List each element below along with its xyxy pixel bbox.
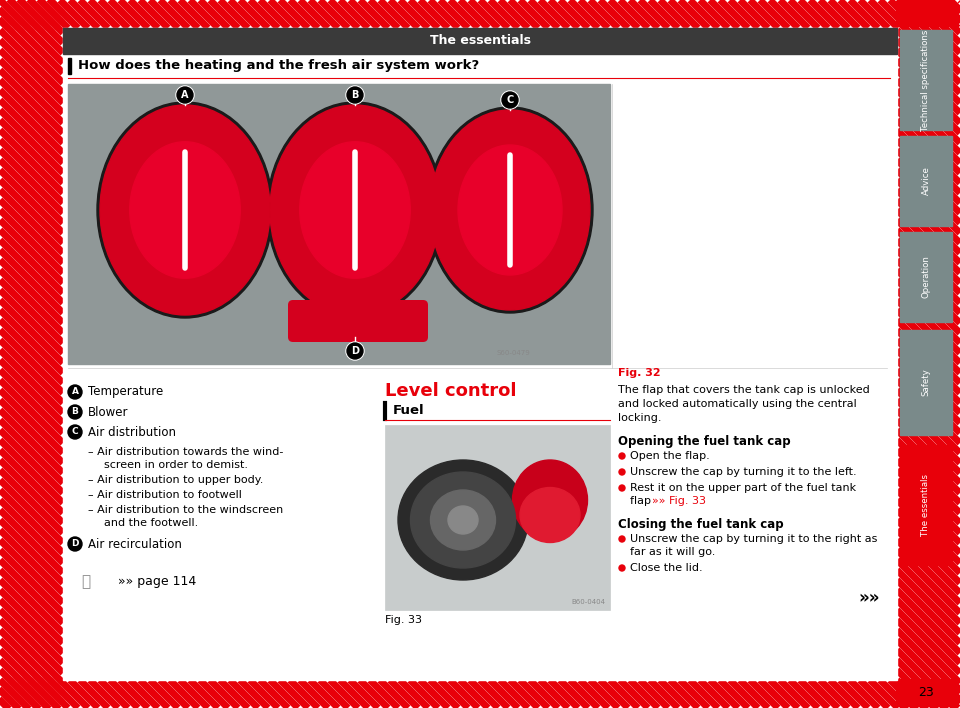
Ellipse shape [100,105,270,315]
Text: Close the lid.: Close the lid. [630,563,703,573]
Text: S60-0479: S60-0479 [496,350,530,356]
Text: C: C [72,428,79,437]
Text: How does the heating and the fresh air system work?: How does the heating and the fresh air s… [78,59,479,72]
Text: The essentials: The essentials [429,35,531,47]
Circle shape [619,536,625,542]
Text: 📖: 📖 [82,574,90,590]
Ellipse shape [458,145,562,275]
Bar [68,563,268,601]
Text: »» page 114: »» page 114 [118,576,196,588]
Circle shape [346,342,364,360]
Text: »» Fig. 33: »» Fig. 33 [653,496,707,506]
Circle shape [68,385,82,399]
Ellipse shape [300,142,410,278]
Text: and locked automatically using the central: and locked automatically using the centr… [618,399,856,409]
Circle shape [177,87,193,103]
Circle shape [619,565,625,571]
Text: Level control: Level control [385,382,516,400]
Text: The flap that covers the tank cap is unlocked: The flap that covers the tank cap is unl… [618,385,870,395]
Circle shape [347,343,363,359]
Circle shape [619,469,625,475]
Text: Unscrew the cap by turning it to the right as: Unscrew the cap by turning it to the rig… [630,534,877,544]
Bar [900,136,952,226]
Text: and the footwell.: and the footwell. [104,518,199,528]
Bar [63,28,897,680]
Text: Technical specifications: Technical specifications [922,29,930,131]
Ellipse shape [513,460,588,540]
Bar [900,30,952,130]
Ellipse shape [427,107,593,313]
Text: locking.: locking. [618,413,661,423]
Text: A: A [71,387,79,396]
Text: »»: »» [858,589,880,607]
Text: Operation: Operation [922,256,930,299]
Text: Air distribution: Air distribution [88,426,176,438]
Ellipse shape [520,488,580,542]
Bar [68,58,71,74]
Ellipse shape [430,490,495,550]
Text: – Air distribution to the windscreen: – Air distribution to the windscreen [88,505,283,515]
Ellipse shape [130,142,240,278]
Text: Safety: Safety [922,368,930,396]
Text: flap: flap [630,496,655,506]
Circle shape [619,453,625,459]
Bar [385,425,610,610]
Text: – Air distribution to upper body.: – Air distribution to upper body. [88,475,263,485]
Text: far as it will go.: far as it will go. [630,547,715,557]
Bar [900,330,952,435]
Bar [63,28,897,54]
Text: Advice: Advice [922,166,930,195]
Ellipse shape [448,506,478,534]
Text: Air recirculation: Air recirculation [88,537,181,551]
Text: B: B [72,408,79,416]
Bar [900,445,952,565]
Ellipse shape [97,102,273,318]
Text: 23: 23 [918,685,934,699]
Text: Fig. 32: Fig. 32 [618,368,660,378]
Circle shape [501,91,519,109]
Ellipse shape [398,460,528,580]
Bar [68,84,610,364]
Text: Fig. 33: Fig. 33 [385,615,422,625]
Circle shape [347,87,363,103]
Circle shape [68,537,82,551]
Circle shape [502,92,518,108]
Text: B: B [351,90,359,100]
Circle shape [619,485,625,491]
Text: A: A [181,90,189,100]
Bar [612,84,887,368]
Text: Open the flap.: Open the flap. [630,451,709,461]
Text: Temperature: Temperature [88,385,163,399]
Ellipse shape [267,102,443,318]
Text: The essentials: The essentials [922,474,930,536]
Circle shape [68,425,82,439]
Text: – Air distribution towards the wind-: – Air distribution towards the wind- [88,447,283,457]
Text: C: C [506,95,514,105]
Text: D: D [351,346,359,356]
Text: Rest it on the upper part of the fuel tank: Rest it on the upper part of the fuel ta… [630,483,856,493]
Circle shape [68,405,82,419]
Ellipse shape [430,110,590,310]
Circle shape [346,86,364,104]
Text: Opening the fuel tank cap: Opening the fuel tank cap [618,435,791,448]
Circle shape [176,86,194,104]
Bar [900,232,952,322]
Text: – Air distribution to footwell: – Air distribution to footwell [88,490,242,500]
Text: D: D [71,539,79,549]
Text: Blower: Blower [88,406,129,418]
Text: Unscrew the cap by turning it to the left.: Unscrew the cap by turning it to the lef… [630,467,856,477]
Text: B60-0404: B60-0404 [571,599,605,605]
Ellipse shape [270,105,440,315]
Text: Fuel: Fuel [393,404,424,418]
Text: screen in order to demist.: screen in order to demist. [104,460,248,470]
Text: Closing the fuel tank cap: Closing the fuel tank cap [618,518,783,531]
FancyBboxPatch shape [288,300,428,342]
Ellipse shape [411,472,516,568]
